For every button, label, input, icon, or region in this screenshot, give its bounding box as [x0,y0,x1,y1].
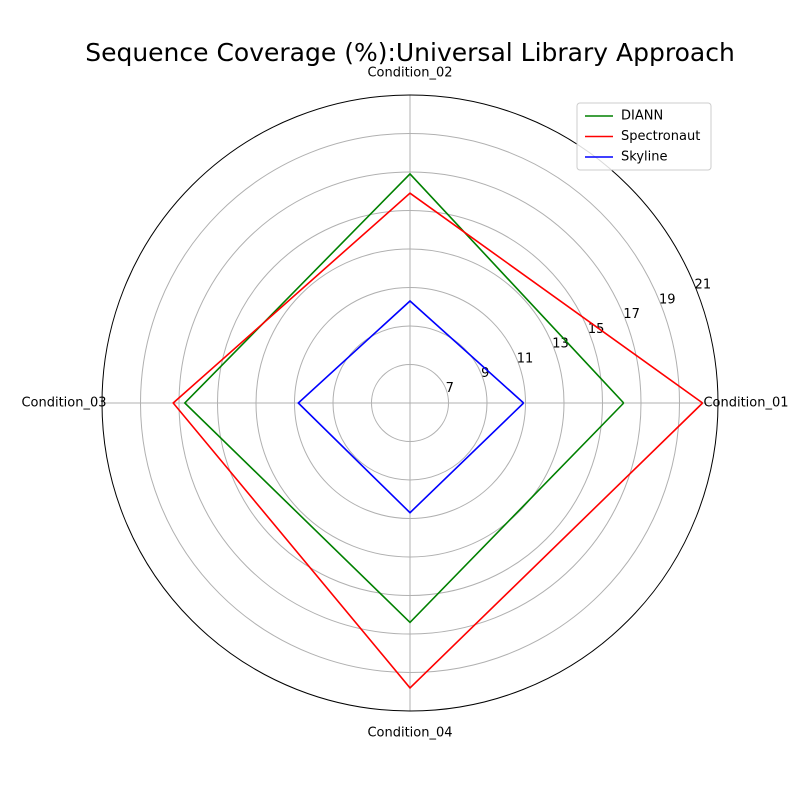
chart-title: Sequence Coverage (%):Universal Library … [85,38,735,67]
category-label-2: Condition_02 [367,66,452,81]
series-lines [172,172,704,690]
category-labels: Condition_01 Condition_02 Condition_03 Cond… [21,66,788,741]
outer-frame [101,94,719,712]
radial-tick-labels: 7 9 11 13 15 17 19 21 [446,278,712,396]
series-line-spectronaut [172,192,704,690]
angular-grid [102,95,718,711]
r-tick-label: 19 [659,292,676,307]
legend-label-spectronaut: Spectronaut [621,129,700,144]
legend-label-diann: DIANN [621,109,663,124]
legend: DIANN Spectronaut Skyline [576,102,712,171]
series-line-diann [183,172,625,624]
r-tick-label: 17 [623,307,640,322]
category-label-3: Condition_03 [21,396,106,411]
legend-label-skyline: Skyline [621,150,667,165]
r-tick-label: 9 [481,366,489,381]
legend-box [576,102,712,171]
category-label-4: Condition_04 [367,726,452,741]
category-label-1: Condition_01 [703,396,788,411]
r-tick-label: 13 [552,337,569,352]
r-tick-label: 21 [695,278,712,293]
r-tick-label: 15 [588,322,605,337]
r-tick-label: 11 [517,351,534,366]
series-line-skyline [297,299,525,514]
r-tick-label: 7 [446,381,454,396]
